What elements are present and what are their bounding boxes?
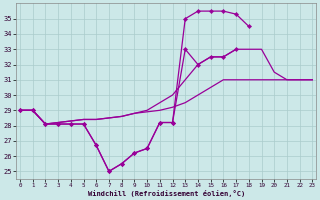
X-axis label: Windchill (Refroidissement éolien,°C): Windchill (Refroidissement éolien,°C) (88, 190, 245, 197)
